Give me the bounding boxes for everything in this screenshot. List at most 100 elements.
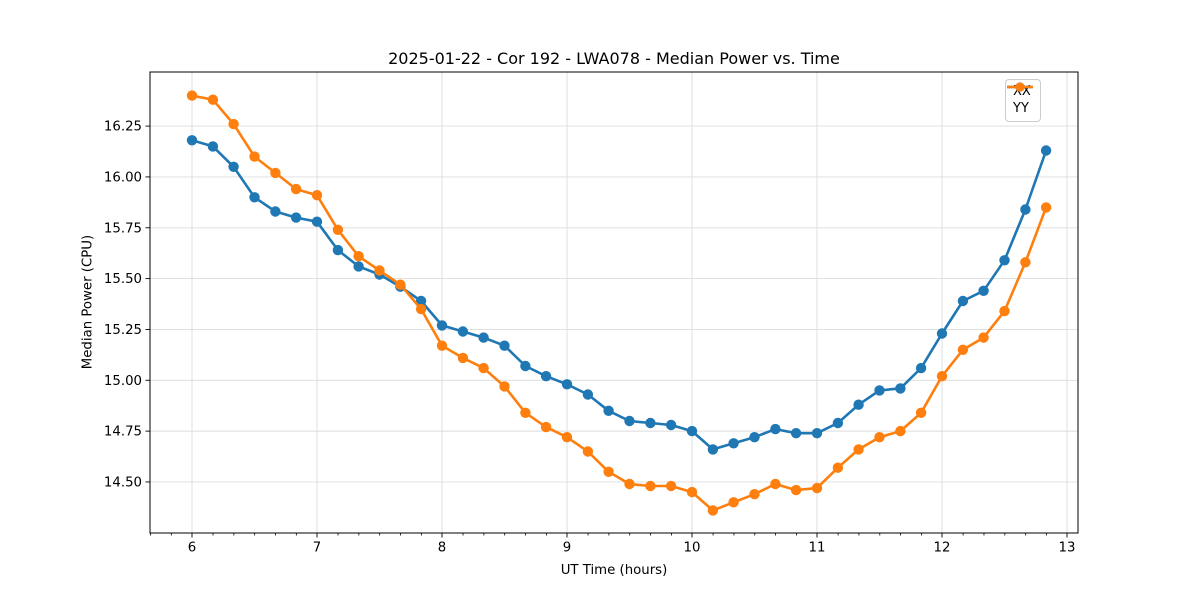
series-yy-marker bbox=[270, 167, 281, 179]
legend: XX YY bbox=[1005, 79, 1041, 122]
series-xx-marker bbox=[520, 360, 531, 372]
legend-label-yy: YY bbox=[1013, 101, 1029, 116]
y-tick-label: 15.75 bbox=[104, 221, 142, 236]
series-xx-marker bbox=[582, 389, 594, 400]
series-xx-marker bbox=[936, 328, 948, 339]
series-xx-marker bbox=[436, 320, 448, 331]
series-yy-marker bbox=[832, 462, 844, 473]
series-xx-marker bbox=[999, 255, 1010, 266]
series-yy-marker bbox=[978, 332, 989, 343]
series-yy-marker bbox=[540, 421, 552, 433]
series-xx-marker bbox=[895, 383, 906, 394]
series-xx-marker bbox=[540, 371, 552, 382]
series-xx-marker bbox=[874, 385, 885, 396]
series-yy-line bbox=[191, 94, 1048, 512]
series-xx-marker bbox=[624, 415, 635, 427]
series-yy-marker bbox=[790, 484, 802, 496]
series-xx-marker bbox=[811, 428, 823, 439]
series-yy-marker bbox=[478, 362, 489, 374]
y-tick-label: 16.00 bbox=[104, 170, 142, 185]
series-yy-marker bbox=[915, 407, 927, 418]
series-yy-marker bbox=[624, 478, 635, 490]
series-yy-marker bbox=[207, 94, 219, 105]
y-tick-label: 14.75 bbox=[104, 425, 142, 440]
series-yy-marker bbox=[290, 183, 302, 195]
series-yy-marker bbox=[749, 489, 760, 500]
series-xx-marker bbox=[728, 438, 739, 449]
series-xx-marker bbox=[207, 141, 219, 152]
series-xx-marker bbox=[270, 206, 281, 217]
series-yy-marker bbox=[1040, 202, 1052, 213]
series-xx-marker bbox=[603, 405, 614, 416]
series-yy-marker bbox=[811, 482, 823, 494]
series-yy-marker bbox=[228, 118, 239, 130]
series-xx-marker bbox=[1040, 145, 1052, 156]
series-yy-marker bbox=[186, 90, 198, 101]
x-tick-label: 11 bbox=[809, 541, 826, 556]
series-xx-marker bbox=[853, 399, 864, 410]
series-yy-marker bbox=[645, 480, 656, 492]
x-axis-label: UT Time (hours) bbox=[560, 563, 668, 578]
x-tick-label: 7 bbox=[313, 541, 321, 556]
series-xx-marker bbox=[499, 340, 510, 351]
chart-title: 2025-01-22 - Cor 192 - LWA078 - Median P… bbox=[388, 49, 840, 68]
x-tick-label: 13 bbox=[1059, 541, 1076, 556]
series-xx-marker bbox=[957, 295, 969, 307]
series-yy-marker bbox=[874, 432, 885, 443]
x-tick-label: 9 bbox=[563, 541, 571, 556]
series-yy-marker bbox=[415, 303, 427, 315]
series-xx-marker bbox=[332, 244, 344, 256]
series-xx-marker bbox=[290, 212, 302, 223]
series-xx-marker bbox=[561, 379, 573, 390]
series-yy-marker bbox=[249, 151, 260, 162]
x-tick-label: 10 bbox=[684, 541, 701, 556]
series-yy-marker bbox=[686, 486, 698, 498]
y-tick-label: 15.25 bbox=[104, 323, 142, 338]
series-yy-marker bbox=[499, 381, 510, 392]
series-xx-marker bbox=[311, 216, 323, 227]
series-xx-line bbox=[191, 139, 1048, 451]
plot-border bbox=[149, 71, 1079, 534]
series-yy-marker bbox=[1020, 257, 1031, 268]
x-tick-label: 6 bbox=[188, 541, 196, 556]
series-yy-marker bbox=[374, 265, 385, 276]
series-yy-marker bbox=[436, 340, 448, 351]
series-xx-marker bbox=[645, 417, 656, 429]
y-tick-label: 15.00 bbox=[104, 374, 142, 389]
series-xx-marker bbox=[832, 417, 844, 429]
series-yy-marker bbox=[582, 446, 594, 457]
x-tick-label: 12 bbox=[934, 541, 951, 556]
series-yy-marker bbox=[728, 497, 739, 508]
y-tick-label: 15.50 bbox=[104, 272, 142, 287]
series-yy-marker bbox=[353, 251, 364, 262]
legend-swatch-yy-icon bbox=[1007, 82, 1033, 92]
series-xx-marker bbox=[978, 285, 989, 296]
series-yy-marker bbox=[520, 407, 531, 418]
series-xx-marker bbox=[686, 425, 698, 437]
legend-item-yy: YY bbox=[1007, 82, 1033, 116]
series-xx-marker bbox=[415, 295, 427, 307]
series-xx-marker bbox=[1020, 204, 1031, 215]
series-yy-marker bbox=[957, 344, 969, 355]
series-xx-marker bbox=[457, 326, 469, 337]
series-xx-marker bbox=[353, 261, 364, 272]
series-yy-marker bbox=[895, 425, 906, 437]
series-yy-marker bbox=[770, 478, 781, 490]
series-yy-marker bbox=[936, 371, 948, 382]
series-xx-marker bbox=[790, 428, 802, 439]
series-xx-marker bbox=[707, 444, 719, 455]
series-yy-marker bbox=[707, 505, 719, 516]
series-yy-marker bbox=[999, 305, 1010, 317]
series-yy-marker bbox=[457, 352, 469, 364]
y-axis-label: Median Power (CPU) bbox=[80, 234, 96, 370]
y-tick-label: 16.25 bbox=[104, 120, 142, 135]
series-xx-marker bbox=[249, 192, 260, 203]
x-tick-label: 8 bbox=[438, 541, 446, 556]
series-xx-marker bbox=[770, 423, 781, 435]
series-xx-marker bbox=[228, 161, 239, 172]
y-tick-label: 14.50 bbox=[104, 475, 142, 490]
series-yy-marker bbox=[311, 190, 323, 201]
series-xx-marker bbox=[478, 332, 489, 343]
